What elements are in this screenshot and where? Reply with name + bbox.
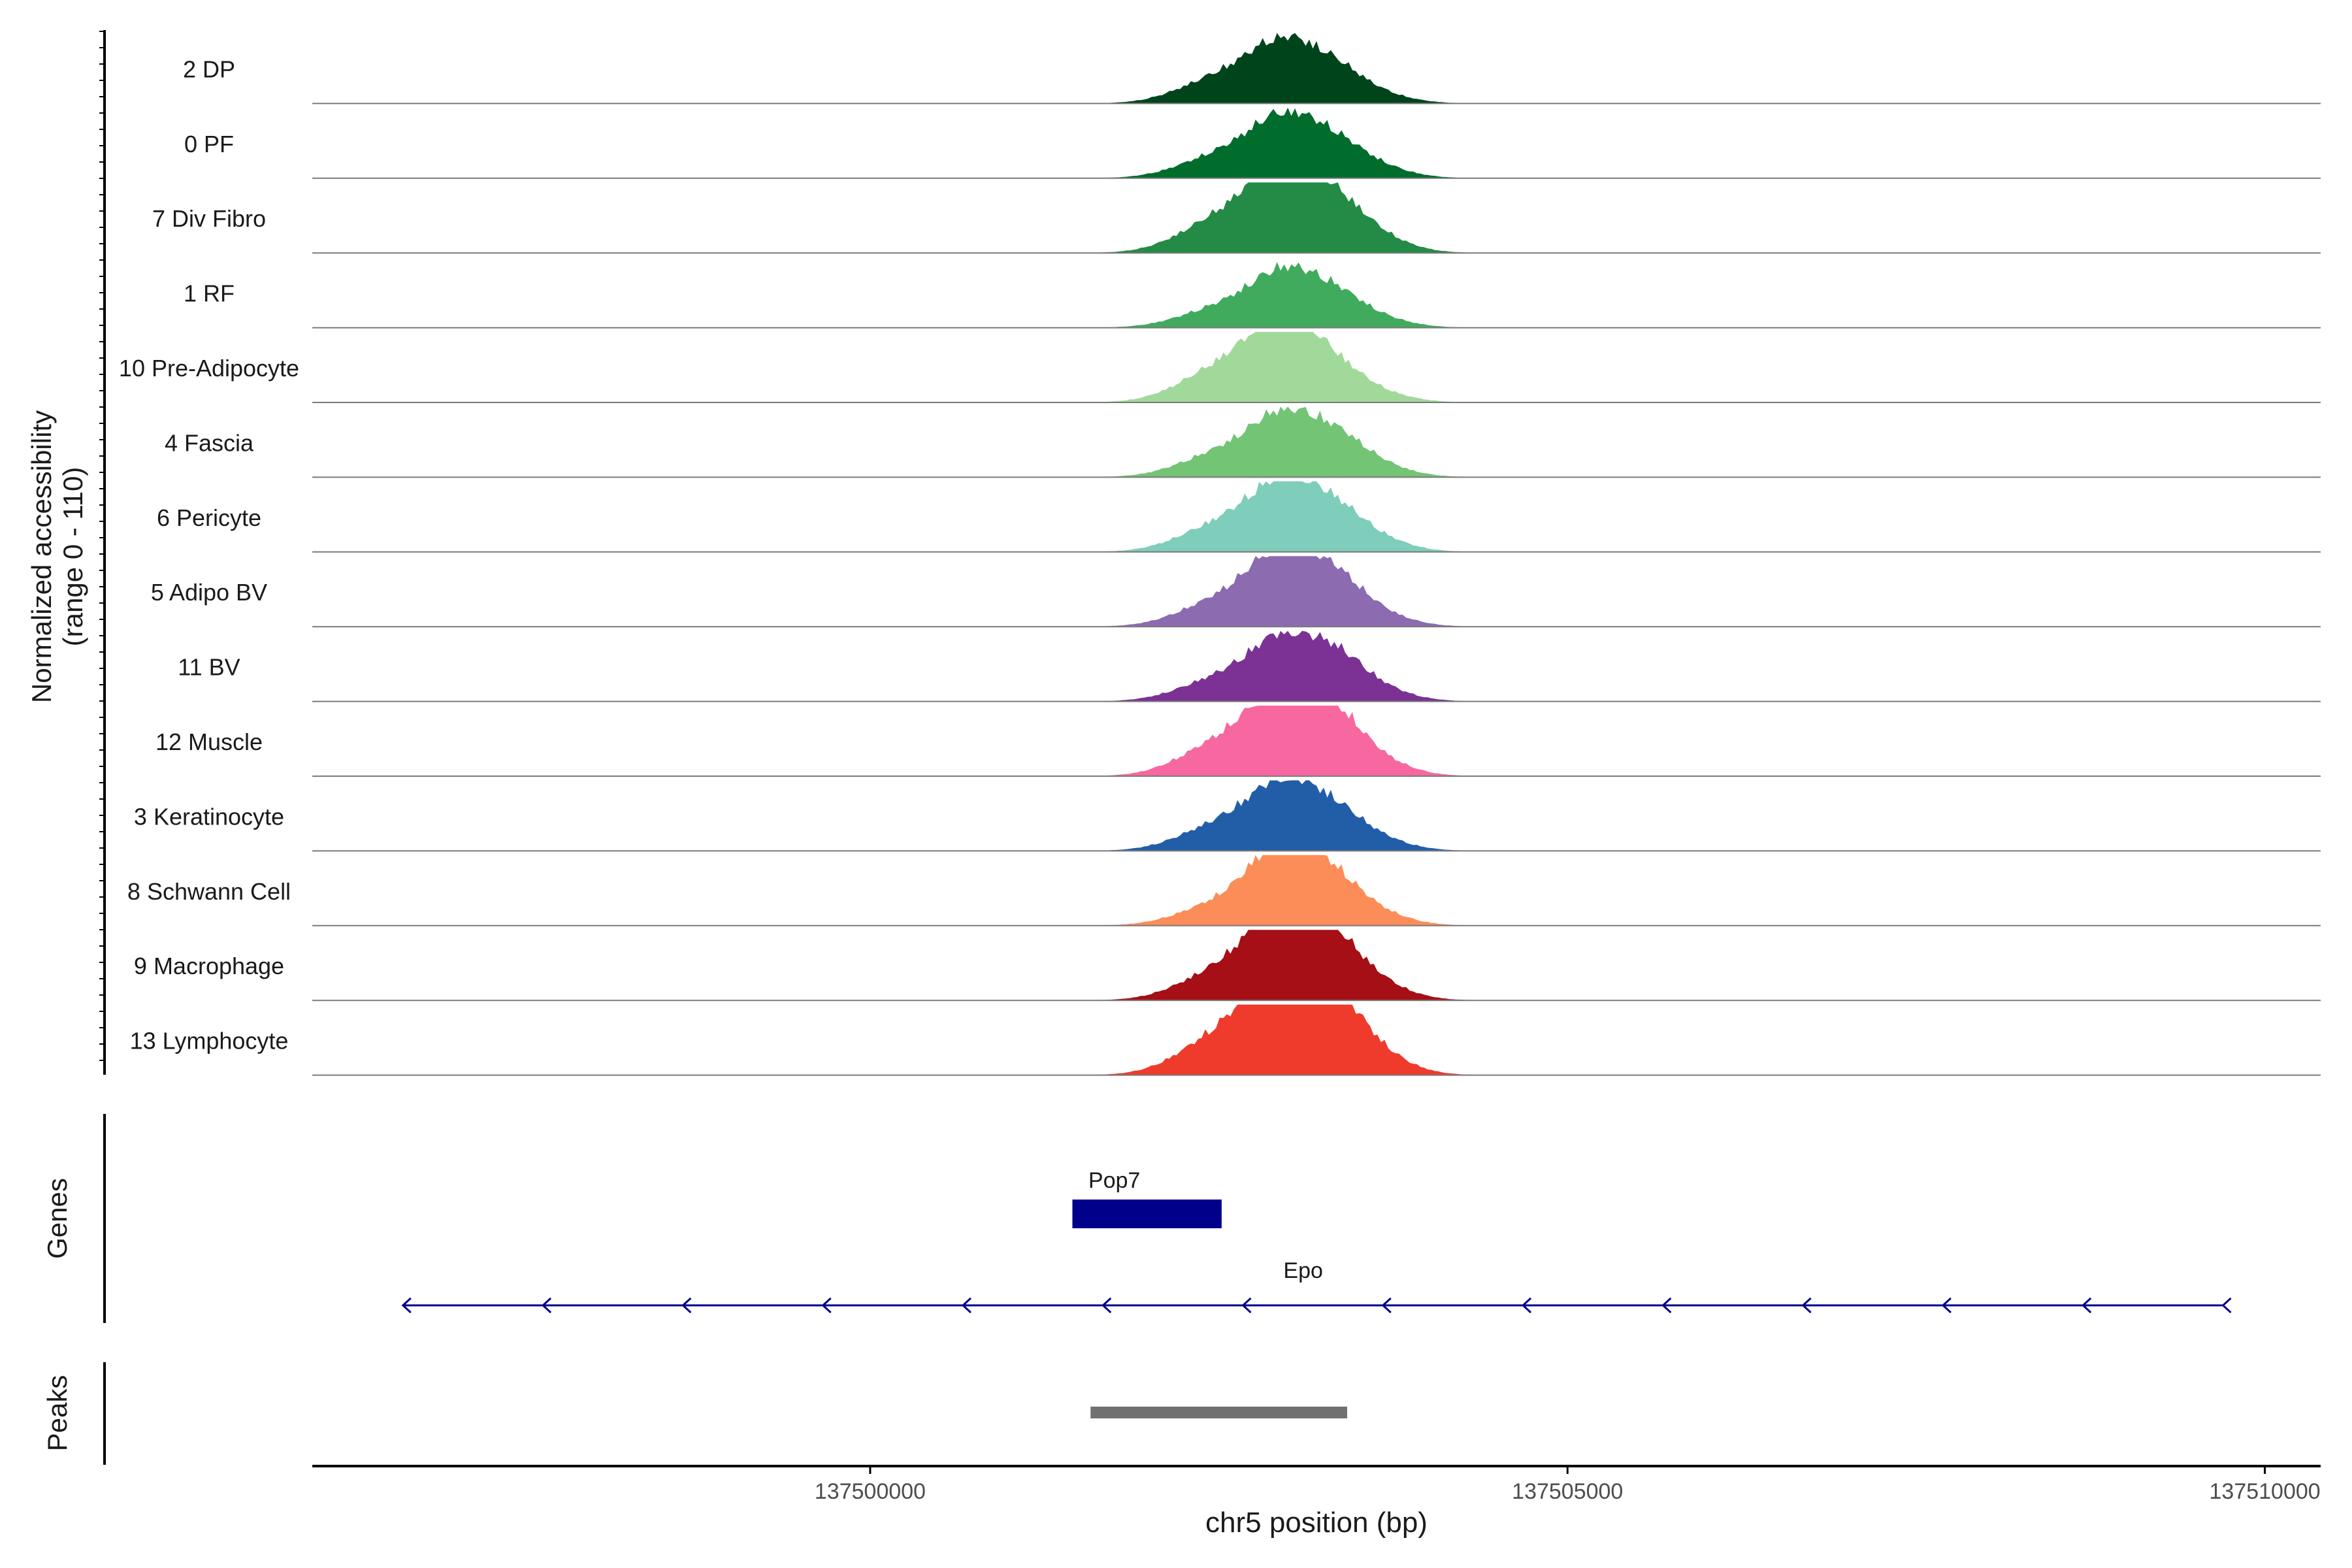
track-area xyxy=(312,481,2321,552)
x-axis-ticks: 137500000 137505000 137510000 xyxy=(815,1466,2321,1504)
strand-arrow xyxy=(1521,1297,1532,1314)
strand-arrow xyxy=(961,1297,972,1314)
track-area xyxy=(312,930,2321,1001)
track-label: 2 DP xyxy=(183,56,235,82)
track-area xyxy=(312,706,2321,776)
track-label: 4 Fascia xyxy=(165,429,254,456)
track-label: 7 Div Fibro xyxy=(152,205,266,232)
x-tick-label: 137500000 xyxy=(815,1479,926,1504)
track-area xyxy=(312,1004,2321,1075)
tracks-y-axis-ticks xyxy=(99,31,105,1061)
track-area xyxy=(312,182,2321,253)
strand-arrow xyxy=(2221,1297,2232,1314)
track-label: 3 Keratinocyte xyxy=(134,803,284,830)
track-label: 5 Adipo BV xyxy=(151,579,267,606)
x-tick-label: 137510000 xyxy=(2210,1479,2321,1504)
track-area xyxy=(312,261,2321,328)
strand-arrow xyxy=(401,1297,412,1314)
track: 11 BV xyxy=(178,630,2321,702)
track: 3 Keratinocyte xyxy=(134,780,2321,852)
track-label: 13 Lymphocyte xyxy=(130,1028,289,1054)
track: 7 Div Fibro xyxy=(152,182,2321,254)
track: 4 Fascia xyxy=(165,406,2321,478)
y-axis-label: Normalized accessibility xyxy=(26,410,57,703)
gene-annotations: Pop7 Epo xyxy=(401,1168,2232,1314)
peaks-axis-label: Peaks xyxy=(42,1375,73,1452)
track: 12 Muscle xyxy=(155,706,2321,777)
gene-label: Pop7 xyxy=(1088,1168,1140,1193)
track: 5 Adipo BV xyxy=(151,556,2321,628)
strand-arrow xyxy=(541,1297,552,1314)
y-axis-range-label: (range 0 - 110) xyxy=(57,467,88,647)
x-tick-label: 137505000 xyxy=(1512,1479,1623,1504)
track: 6 Pericyte xyxy=(157,481,2321,553)
track-area xyxy=(312,107,2321,178)
track-area xyxy=(312,406,2321,478)
track: 1 RF xyxy=(184,261,2321,329)
strand-arrow xyxy=(1241,1297,1252,1314)
track-area xyxy=(312,556,2321,627)
gene-epo: Epo xyxy=(401,1258,2232,1314)
strand-arrow xyxy=(2082,1297,2092,1314)
strand-arrow xyxy=(1102,1297,1112,1314)
gene-label: Epo xyxy=(1283,1258,1323,1283)
strand-arrow xyxy=(681,1297,692,1314)
accessibility-tracks: 2 DP 0 PF 7 Div Fibro 1 RF 10 Pre-Adipocyte 4… xyxy=(119,33,2321,1076)
gene-block xyxy=(1072,1200,1222,1228)
track: 2 DP xyxy=(183,33,2321,105)
track-label: 10 Pre-Adipocyte xyxy=(119,355,299,382)
track-area xyxy=(312,332,2321,402)
track-label: 12 Muscle xyxy=(155,728,263,755)
track-area xyxy=(312,33,2321,104)
track: 10 Pre-Adipocyte xyxy=(119,332,2321,403)
genes-axis-label: Genes xyxy=(42,1178,73,1259)
track: 8 Schwann Cell xyxy=(127,855,2321,926)
track: 9 Macrophage xyxy=(134,930,2321,1002)
track: 13 Lymphocyte xyxy=(130,1004,2321,1076)
peak-bar xyxy=(1090,1407,1347,1418)
track-area xyxy=(312,855,2321,926)
x-axis-label: chr5 position (bp) xyxy=(1205,1507,1428,1539)
track-label: 1 RF xyxy=(184,280,235,307)
strand-arrow xyxy=(1941,1297,1952,1314)
strand-arrow xyxy=(1381,1297,1392,1314)
track-label: 9 Macrophage xyxy=(134,953,284,979)
track-label: 8 Schwann Cell xyxy=(127,878,291,905)
track-area xyxy=(312,630,2321,702)
peak-regions xyxy=(1090,1407,1347,1418)
strand-arrow xyxy=(1801,1297,1812,1314)
track-area xyxy=(312,780,2321,851)
strand-arrow xyxy=(821,1297,832,1314)
track-label: 0 PF xyxy=(184,131,234,157)
track-label: 6 Pericyte xyxy=(157,504,261,531)
track: 0 PF xyxy=(184,107,2321,179)
strand-arrow xyxy=(1661,1297,1672,1314)
gene-pop7: Pop7 xyxy=(1072,1168,1222,1228)
track-label: 11 BV xyxy=(178,654,240,681)
